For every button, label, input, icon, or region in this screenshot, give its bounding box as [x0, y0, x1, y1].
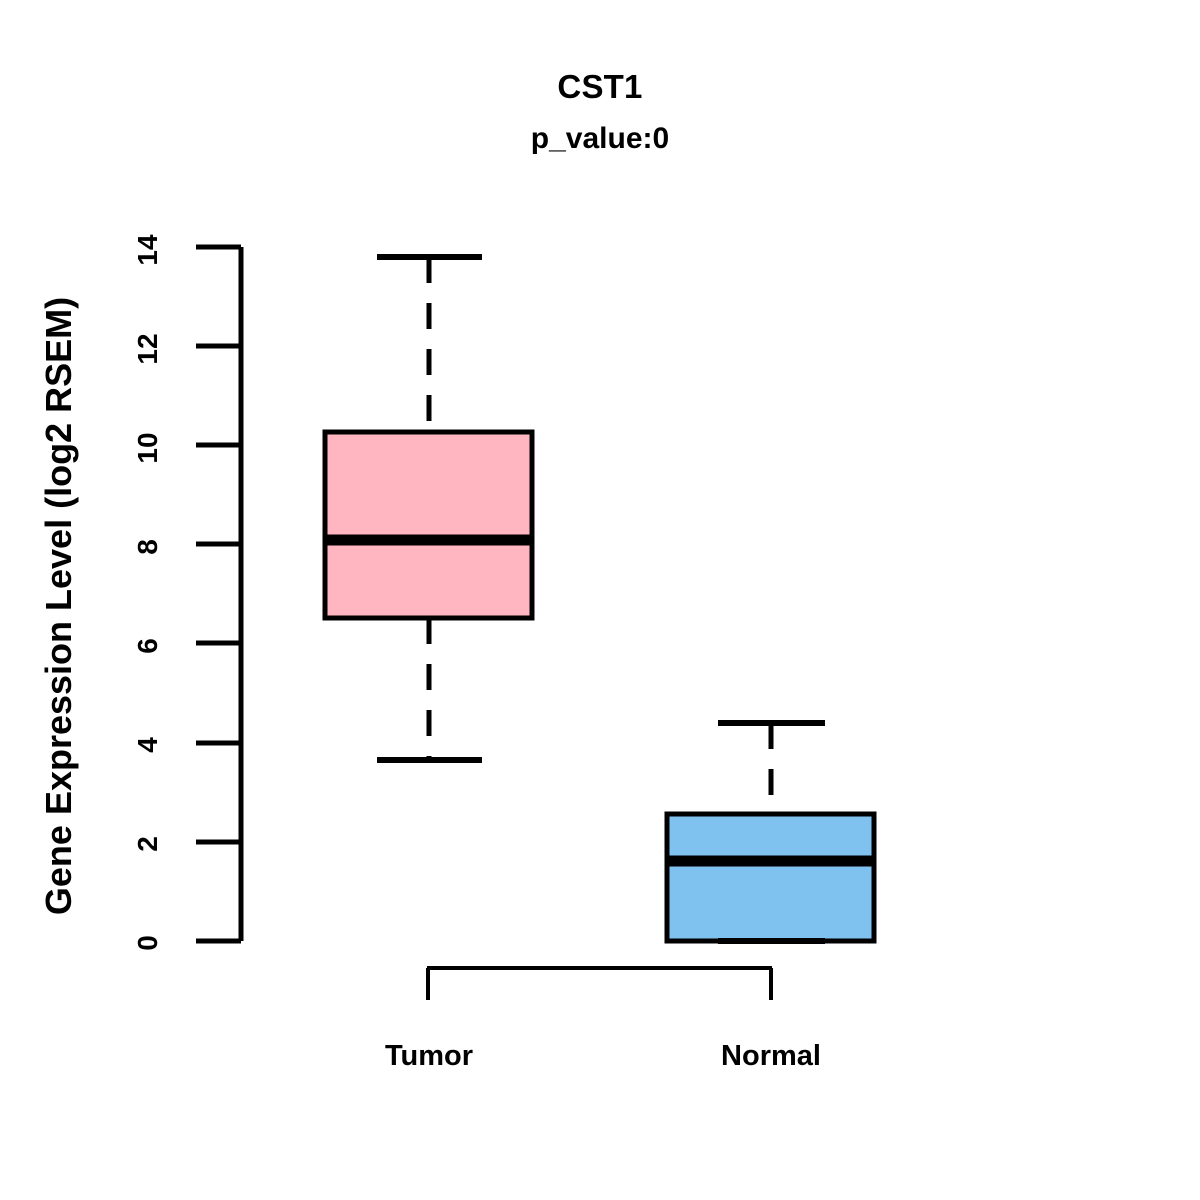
box-tumor [322, 254, 535, 763]
y-axis [196, 244, 244, 944]
box-normal [664, 720, 877, 944]
chart-title: CST1 [557, 68, 643, 105]
x-tick-label-normal: Normal [721, 1040, 821, 1072]
x-axis [426, 966, 773, 1000]
x-tick-label-tumor: Tumor [384, 1040, 474, 1072]
normal-iqr-box [664, 811, 877, 944]
chart-subtitle: p_value:0 [530, 122, 670, 155]
tumor-iqr-box [322, 429, 535, 621]
